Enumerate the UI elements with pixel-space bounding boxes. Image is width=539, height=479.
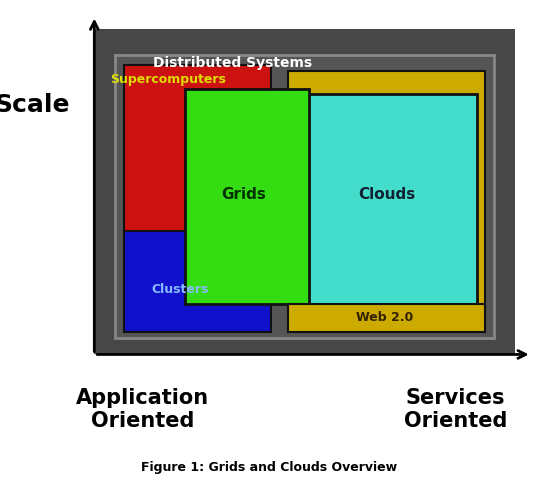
Text: Clouds: Clouds	[358, 187, 415, 202]
Text: Services
Oriented: Services Oriented	[404, 388, 507, 431]
Bar	[115, 55, 494, 338]
Text: Grids: Grids	[221, 187, 266, 202]
Bar	[288, 71, 485, 331]
Text: Web 2.0: Web 2.0	[356, 311, 413, 324]
Text: Distributed Systems: Distributed Systems	[153, 56, 312, 70]
Bar	[296, 94, 477, 304]
Text: Supercomputers: Supercomputers	[110, 73, 226, 86]
Text: Application
Oriented: Application Oriented	[77, 388, 209, 431]
Text: Clusters: Clusters	[152, 283, 209, 296]
Bar	[124, 231, 271, 331]
Bar	[185, 89, 309, 304]
Bar	[124, 65, 271, 234]
Bar	[288, 304, 485, 331]
Text: Figure 1: Grids and Clouds Overview: Figure 1: Grids and Clouds Overview	[141, 460, 398, 474]
Text: Scale: Scale	[0, 93, 70, 117]
